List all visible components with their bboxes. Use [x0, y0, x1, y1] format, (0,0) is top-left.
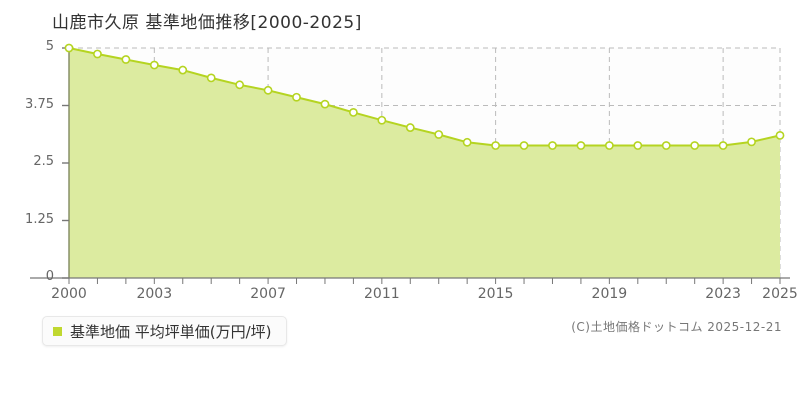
- data-point-marker: [576, 141, 586, 150]
- data-point-marker: [718, 141, 728, 150]
- data-point-marker: [377, 115, 387, 125]
- data-point-marker: [206, 73, 216, 83]
- x-axis-tick-label: 2015: [477, 286, 514, 302]
- data-point-marker: [178, 65, 188, 75]
- chart-legend: 基準地価 平均坪単価(万円/坪): [42, 316, 287, 346]
- x-axis-tick-label: 2000: [51, 286, 87, 302]
- data-point-marker: [548, 141, 557, 150]
- y-axis-tick-label: 2.5: [33, 154, 54, 169]
- x-axis-tick-label: 2007: [250, 286, 286, 302]
- y-axis-tick-label: 0: [45, 269, 54, 284]
- data-point-markers: [64, 43, 785, 150]
- data-point-marker: [121, 55, 131, 64]
- x-axis-tick-label: 2019: [591, 286, 628, 302]
- x-axis-tick-label: 2003: [136, 286, 173, 302]
- data-point-marker: [263, 85, 273, 95]
- data-point-marker: [64, 43, 74, 53]
- data-point-marker: [690, 141, 700, 150]
- data-point-marker: [519, 141, 529, 150]
- y-axis-tick-label: 1.25: [25, 211, 54, 227]
- legend-label: 基準地価 平均坪単価(万円/坪): [70, 322, 272, 341]
- data-point-marker: [491, 141, 500, 150]
- x-axis-tick-label: 2011: [364, 286, 400, 302]
- y-axis-tick-label: 3.75: [25, 96, 54, 112]
- data-point-marker: [462, 137, 472, 147]
- data-point-marker: [235, 80, 245, 90]
- data-point-marker: [633, 141, 643, 150]
- y-axis-ticks: [62, 47, 69, 279]
- data-point-marker: [661, 141, 671, 150]
- y-axis-tick-label: 5: [45, 39, 54, 54]
- x-axis-tick-label: 2023: [705, 286, 741, 302]
- data-point-marker: [405, 123, 415, 132]
- data-point-marker: [434, 130, 444, 139]
- data-point-marker: [93, 49, 102, 59]
- data-point-marker: [149, 60, 159, 70]
- data-point-marker: [604, 141, 614, 150]
- data-point-marker: [320, 99, 330, 109]
- legend-swatch-icon: [53, 326, 62, 336]
- x-axis-ticks: [68, 278, 781, 284]
- copyright-credit: (C)土地価格ドットコム 2025-12-21: [571, 320, 782, 334]
- data-point-marker: [775, 130, 785, 140]
- page-title: 山鹿市久原 基準地価推移[2000-2025]: [52, 13, 362, 33]
- data-point-marker: [747, 137, 756, 147]
- data-point-marker: [348, 108, 358, 117]
- data-point-marker: [292, 92, 301, 102]
- area-series: [68, 47, 781, 278]
- x-axis-tick-label: 2025: [762, 286, 798, 302]
